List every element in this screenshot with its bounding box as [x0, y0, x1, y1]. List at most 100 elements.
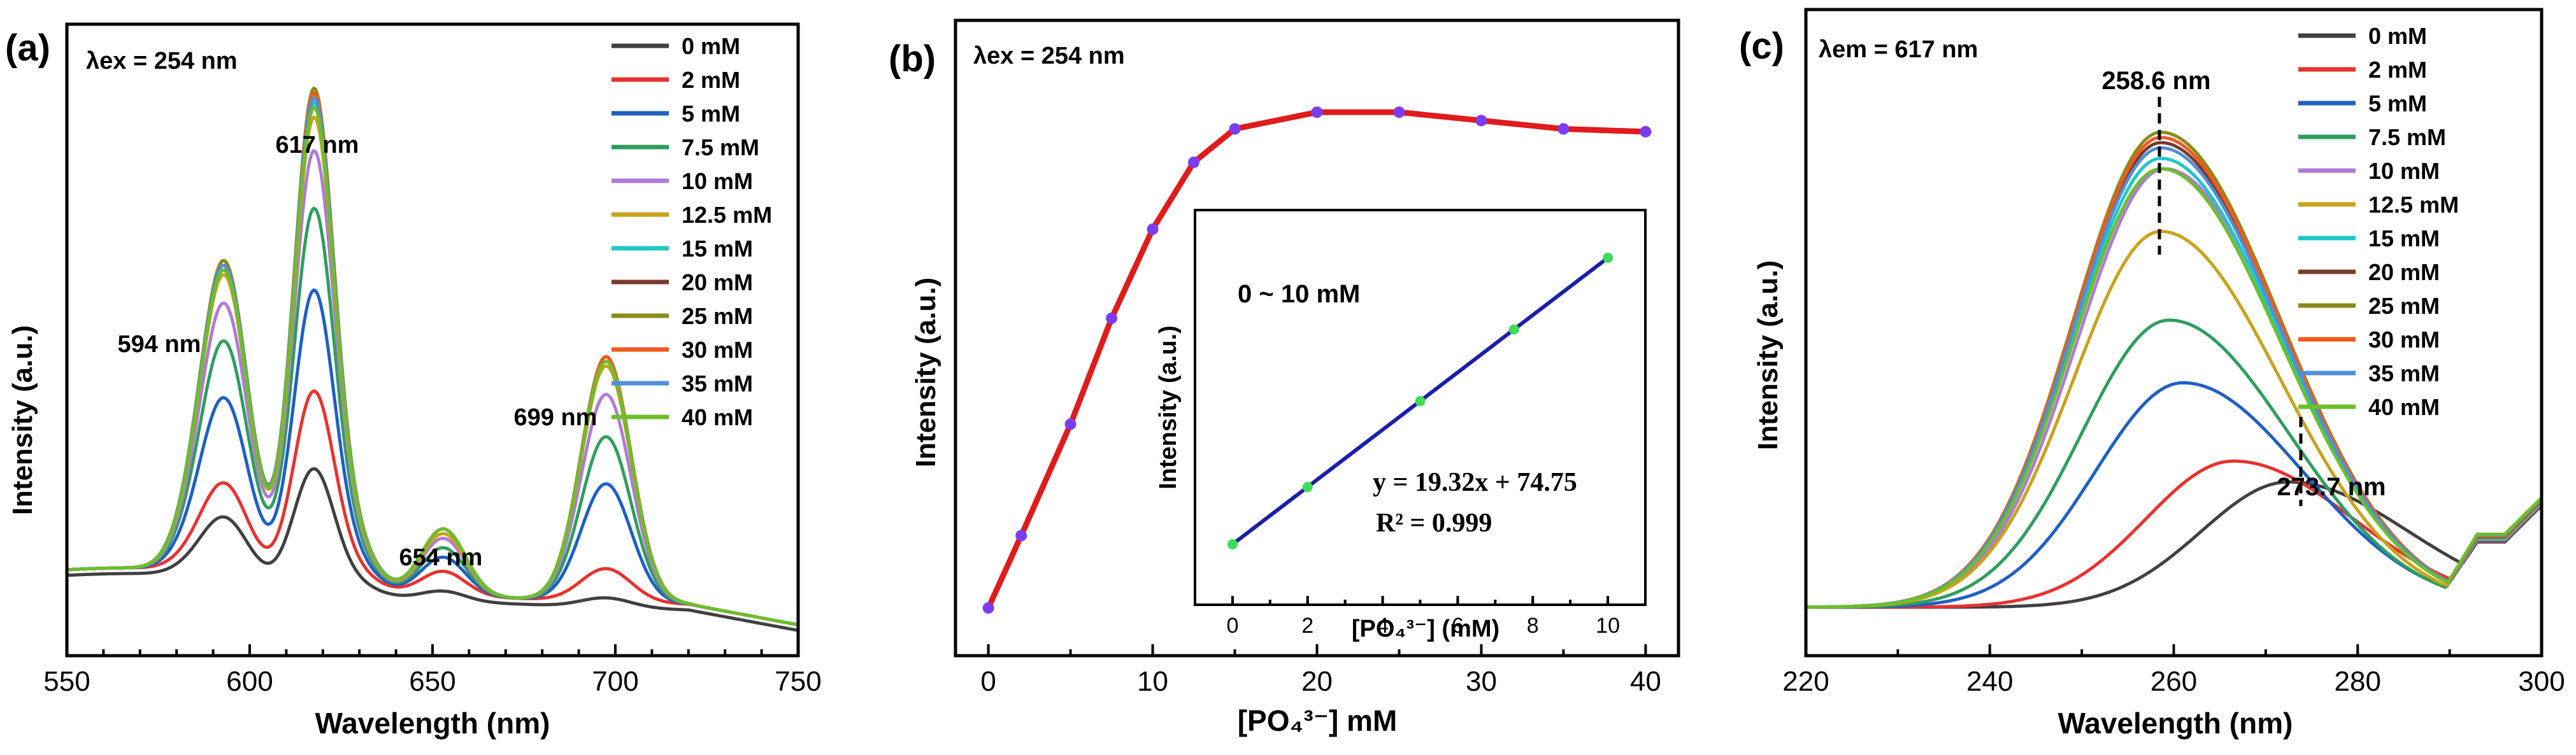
panel-a-legend-label: 0 mM: [682, 33, 740, 59]
panel-c-legend-label: 5 mM: [2368, 90, 2427, 116]
panel-b-point: [1064, 418, 1077, 430]
panel-c-legend-label: 30 mM: [2368, 327, 2440, 353]
panel-c-legend: 0 mM 2 mM 5 mM 7.5 mM 10 mM 12.5 mM 15 mM 20 mM…: [2298, 23, 2459, 420]
panel-b-point: [1557, 123, 1570, 135]
panel-a-ylabel-text: Intensity (a.u.): [7, 325, 38, 515]
panel-b-point: [1015, 530, 1027, 542]
panel-a-legend-label: 30 mM: [682, 337, 753, 363]
inset-xlabel: [PO₄³⁻] (mM): [1352, 616, 1499, 642]
panel-a-xlabel: Wavelength (nm): [315, 707, 550, 740]
panel-c-xtick-label: 260: [2150, 666, 2197, 697]
panel-a-legend: 0 mM 2 mM 5 mM 7.5 mM 10 mM 12.5 mM 15 mM 20 mM…: [612, 33, 772, 430]
panel-c-ticks: 220 240 260 280 300: [1782, 644, 2565, 697]
panel-c-legend-label: 10 mM: [2368, 158, 2440, 184]
panel-c-legend-label: 15 mM: [2368, 225, 2440, 251]
panel-a-series-line: [66, 105, 799, 626]
panel-b-label: (b): [889, 38, 936, 80]
inset-r-squared: R² = 0.999: [1376, 509, 1492, 538]
peak-label-699: 699 nm: [514, 404, 597, 431]
inset-point: [1227, 539, 1238, 549]
panel-a-legend-label: 2 mM: [682, 67, 740, 93]
panel-a-legend-label: 25 mM: [682, 303, 753, 329]
panel-a-legend-label: 10 mM: [682, 168, 753, 194]
panel-a-label: (a): [5, 27, 50, 69]
panel-c-series-group: [1806, 131, 2543, 609]
panel-a-legend-label: 40 mM: [682, 404, 753, 430]
inset-point: [1603, 253, 1614, 263]
panel-b-point: [1188, 157, 1200, 168]
panel-b-xtick-label: 30: [1466, 666, 1497, 697]
panel-a-legend-label: 7.5 mM: [682, 134, 759, 160]
panel-c-label: (c): [1739, 25, 1784, 67]
panel-c-series-line: [1806, 167, 2543, 609]
peak-label-594: 594 nm: [118, 331, 201, 358]
inset-fit-equation: y = 19.32x + 74.75: [1373, 468, 1577, 497]
panel-c-legend-label: 2 mM: [2368, 57, 2427, 83]
panel-a-legend-label: 5 mM: [682, 101, 740, 127]
panel-b-series-group: [982, 106, 1652, 614]
inset-xtick-label: 4: [1377, 614, 1389, 638]
panel-c-ylabel: Intensity (a.u.): [1752, 260, 1784, 450]
panel-b-point: [1311, 106, 1323, 118]
peak-label-617: 617 nm: [276, 132, 359, 159]
panel-b-point: [1106, 313, 1118, 324]
panel-c-legend-label: 35 mM: [2368, 360, 2440, 386]
panel-c-legend-label: 25 mM: [2368, 293, 2440, 319]
inset-title: 0 ~ 10 mM: [1238, 280, 1360, 308]
panel-c-xlabel: Wavelength (nm): [2058, 707, 2293, 740]
panel-c-annotation: λem = 617 nm: [1819, 36, 1978, 63]
panel-b-annotation: λex = 254 nm: [973, 43, 1125, 69]
panel-a-legend-label: 35 mM: [682, 370, 753, 397]
panel-a-xtick-label: 600: [226, 666, 273, 697]
inset-xtick-label: 10: [1596, 614, 1620, 638]
panel-c-xtick-label: 300: [2518, 666, 2565, 697]
panel-b: (b) Intensity (a.u.) λex = 254 nm 0 10 20 3…: [889, 18, 1680, 737]
peak-label-273: 273.7 nm: [2277, 473, 2386, 501]
panel-c-xtick-label: 280: [2335, 666, 2381, 697]
panel-c-legend-label: 12.5 mM: [2368, 192, 2459, 218]
panel-a-series-group: [66, 86, 799, 632]
panel-b-point: [1229, 123, 1241, 135]
panel-b-xtick-label: 40: [1630, 666, 1661, 697]
panel-c-xtick-label: 240: [1966, 666, 2013, 697]
inset-ylabel: Intensity (a.u.): [1155, 325, 1182, 490]
panel-b-series-line: [985, 109, 1646, 609]
panel-a-ticks: 550 600 650 700 750: [43, 644, 822, 697]
panel-a: (a) Intensity (a.u.) λex = 254 nm 550 600…: [5, 22, 822, 740]
peak-label-654: 654 nm: [399, 544, 483, 571]
panel-c-legend-label: 7.5 mM: [2368, 124, 2446, 150]
panel-b-xtick-label: 20: [1301, 666, 1333, 697]
panel-c-legend-label: 40 mM: [2368, 394, 2440, 420]
inset-point: [1508, 324, 1519, 335]
panel-a-series-line: [66, 467, 799, 632]
panel-b-xtick-label: 10: [1137, 666, 1168, 697]
inset-series-group: [1227, 253, 1614, 549]
panel-c-legend-label: 0 mM: [2368, 23, 2427, 49]
panel-b-xlabel: [PO₄³⁻] mM: [1238, 704, 1398, 737]
panel-b-ylabel: Intensity (a.u.): [910, 278, 941, 467]
panel-b-point: [1475, 115, 1487, 127]
panel-a-xtick-label: 700: [592, 666, 638, 697]
inset-ticks: 0 2 4 6 8 10: [1194, 596, 1647, 638]
panel-a-xtick-label: 750: [775, 666, 821, 697]
panel-c-xtick-label: 220: [1782, 666, 1829, 697]
panel-b-xtick-label: 0: [980, 666, 996, 697]
inset-xtick-label: 8: [1527, 614, 1539, 638]
panel-c-series-line: [1806, 230, 2543, 609]
panel-c-series-line: [1806, 459, 2543, 609]
panel-c-legend-label: 20 mM: [2368, 259, 2440, 285]
inset-frame: [1194, 209, 1647, 606]
inset-point: [1302, 482, 1313, 492]
panel-b-point: [1640, 125, 1652, 138]
panel-b-ticks: 0 10 20 30 40: [980, 644, 1661, 697]
panel-b-point: [1147, 223, 1159, 235]
peak-label-258: 258.6 nm: [2101, 67, 2210, 95]
inset-xtick-label: 0: [1226, 614, 1238, 638]
panel-a-legend-label: 12.5 mM: [682, 202, 772, 228]
panel-b-point: [1393, 106, 1405, 118]
inset-point: [1415, 396, 1426, 407]
panel-a-annotation: λex = 254 nm: [86, 48, 238, 74]
panel-a-legend-label: 15 mM: [682, 236, 753, 262]
panel-a-xtick-label: 650: [409, 666, 455, 697]
